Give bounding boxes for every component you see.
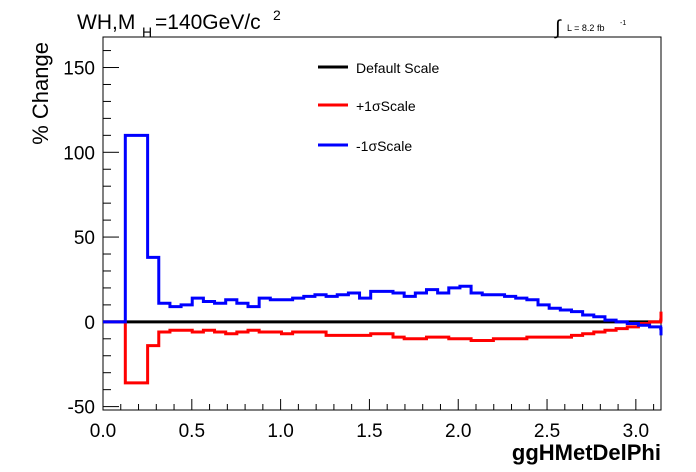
series-layer [103, 133, 663, 385]
y-tick-label: 0 [84, 313, 95, 334]
chart-title-superscript: 2 [273, 7, 281, 23]
lumi-label: L = 8.2 fb [567, 23, 604, 33]
x-tick-label: 2.5 [534, 421, 560, 442]
plot-frame [102, 36, 662, 411]
axes-group: 0.0 0.5 1.0 1.5 2.0 2.5 3.0 -50 0 50 100 150 [63, 50, 655, 442]
x-tick-label: 1.0 [267, 421, 293, 442]
x-tick-label: 0.0 [90, 421, 116, 442]
x-axis-label: ggHMetDelPhi [512, 440, 661, 465]
chart-title-main: WH,M [77, 11, 135, 34]
x-tick-label: 0.5 [179, 421, 205, 442]
x-tick-label: 3.0 [623, 421, 649, 442]
chart-title-rest: =140GeV/c [155, 11, 261, 34]
legend-label: Default Scale [356, 60, 439, 76]
series-line-2 [103, 311, 663, 385]
y-tick-label: 50 [74, 228, 95, 249]
y-tick-label: 150 [63, 59, 95, 80]
y-axis-label: % Change [28, 42, 53, 145]
chart-title-subscript: H [142, 24, 152, 40]
series-line-3 [103, 133, 663, 336]
y-tick-label: 100 [63, 143, 95, 164]
y-tick-label: -50 [68, 398, 95, 419]
legend: Default Scale +1σScale -1σScale [318, 60, 439, 154]
x-tick-label: 2.0 [445, 421, 471, 442]
x-tick-label: 1.5 [356, 421, 382, 442]
legend-label: -1σScale [356, 138, 412, 154]
lumi-superscript: -1 [620, 20, 626, 27]
legend-label: +1σScale [356, 98, 416, 114]
lumi-integral-sign: ∫ [554, 17, 562, 39]
